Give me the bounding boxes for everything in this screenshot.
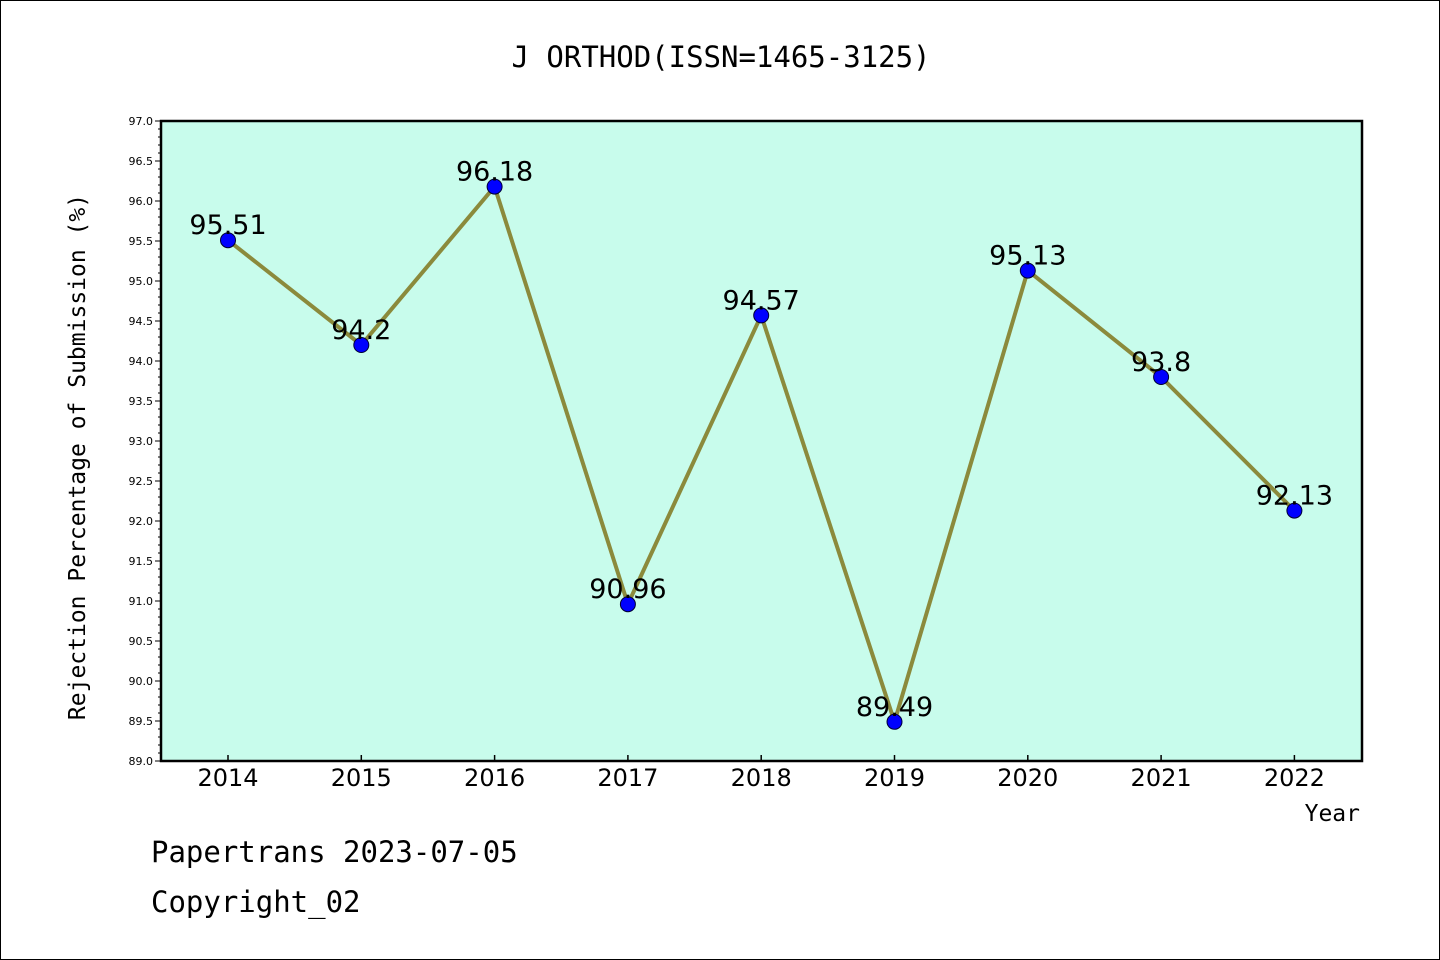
data-label: 89.49: [856, 692, 933, 723]
y-tick-label: 96.0: [129, 195, 154, 208]
y-tick-label: 95.0: [129, 275, 154, 288]
y-tick-label: 93.0: [129, 435, 154, 448]
y-tick-label: 93.5: [129, 395, 154, 408]
x-tick-label: 2021: [1131, 764, 1192, 792]
data-point: [1286, 502, 1303, 519]
data-point: [1153, 369, 1170, 385]
y-tick-label: 91.5: [129, 555, 154, 568]
footer-copyright: Copyright_02: [151, 885, 361, 919]
plot-area: [159, 119, 1364, 763]
data-point: [353, 337, 370, 353]
chart-title: J ORTHOD(ISSN=1465-3125): [511, 40, 930, 74]
data-label: 92.13: [1256, 481, 1333, 512]
x-tick-label: 2015: [331, 764, 392, 792]
data-label: 95.51: [189, 210, 266, 241]
y-tick-label: 97.0: [129, 115, 154, 128]
data-label: 90.96: [589, 574, 666, 605]
data-label: 94.2: [331, 315, 391, 346]
x-tick-label: 2022: [1264, 764, 1325, 792]
y-tick-label: 90.5: [129, 635, 154, 648]
x-tick-label: 2020: [997, 764, 1058, 792]
x-tick-label: 2018: [731, 764, 792, 792]
data-point: [486, 178, 503, 195]
y-tick-label: 92.5: [129, 475, 154, 488]
y-tick-label: 91.0: [129, 595, 154, 608]
x-axis-label: Year: [1305, 801, 1360, 827]
y-tick-label: 92.0: [129, 515, 154, 528]
y-axis-label: Rejection Percentage of Submission (%): [65, 194, 91, 720]
x-tick-label: 2014: [197, 764, 258, 792]
data-label: 94.57: [723, 285, 800, 316]
data-point: [1019, 262, 1036, 279]
data-point: [886, 713, 903, 730]
y-tick-label: 96.5: [129, 155, 154, 168]
x-tick-label: 2016: [464, 764, 525, 792]
data-labels: 95.51 94.2 96.18 90.96 94.57 89.49 95.13 93.8 92…: [189, 157, 1333, 723]
data-markers: [220, 178, 1303, 730]
y-tick-label: 89.5: [129, 715, 154, 728]
y-tick-label: 95.5: [129, 235, 154, 248]
x-tick-label: 2017: [597, 764, 658, 792]
y-axis-ticks: 89.0 89.5 90.0 90.5 91.0 91.5 92.0 92.5 93.0 93.5…: [129, 115, 161, 768]
x-axis-ticks: 2014 2015 2016 2017 2018 2019 2020 2021 2022: [197, 755, 1325, 792]
data-point: [619, 596, 636, 613]
x-tick-label: 2019: [864, 764, 925, 792]
y-tick-label: 94.0: [129, 355, 154, 368]
data-label: 93.8: [1131, 347, 1191, 378]
y-tick-label: 90.0: [129, 675, 154, 688]
y-tick-label: 89.0: [129, 755, 154, 768]
data-point: [220, 232, 236, 249]
data-label: 96.18: [456, 157, 533, 188]
data-point: [753, 307, 770, 324]
footer-publisher-date: Papertrans 2023-07-05: [151, 835, 518, 869]
data-label: 95.13: [989, 241, 1066, 272]
y-tick-label: 94.5: [129, 315, 154, 328]
